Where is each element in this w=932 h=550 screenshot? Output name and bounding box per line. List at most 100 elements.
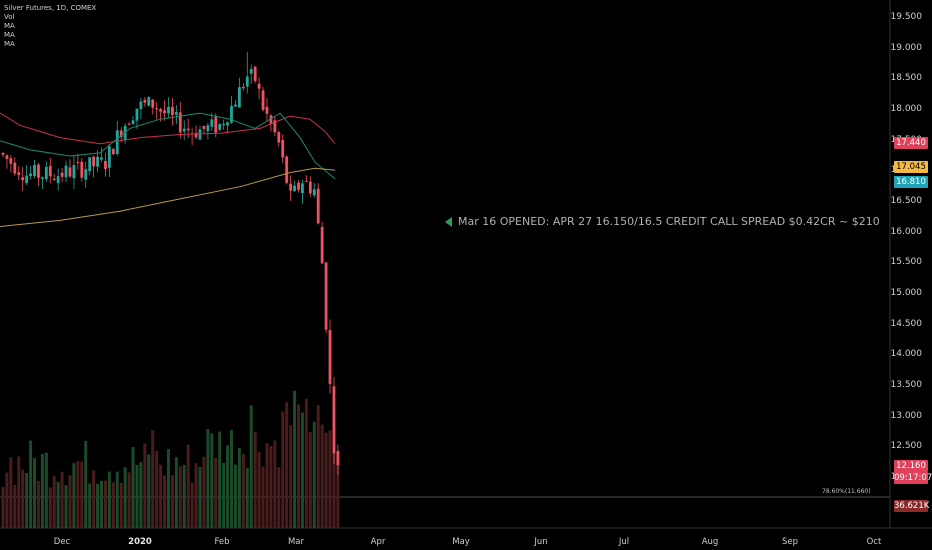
- time-tick-label: Apr: [370, 537, 386, 547]
- candle-body: [76, 161, 80, 163]
- price-tag-ma-teal: 16.810: [894, 176, 928, 188]
- candle-body: [308, 181, 312, 194]
- candle-body: [273, 120, 277, 133]
- candle-body: [5, 155, 9, 159]
- volume-bar: [13, 484, 17, 528]
- volume-bar: [174, 457, 178, 528]
- candle-body: [29, 173, 32, 177]
- price-tag-ma-red: 17.440: [894, 137, 928, 149]
- candle-body: [174, 112, 178, 115]
- volume-bar: [214, 457, 218, 528]
- volume-bar: [328, 430, 332, 528]
- candle-body: [80, 161, 84, 178]
- price-tick-label: 14.000: [890, 349, 923, 360]
- volume-bar: [103, 480, 107, 528]
- candle-body: [281, 140, 285, 158]
- volume-bar: [72, 463, 76, 528]
- legend-ma-1[interactable]: MA: [4, 22, 15, 30]
- price-tick-label: 18.500: [890, 73, 923, 84]
- candle-body: [155, 108, 159, 110]
- volume-bar: [143, 443, 147, 528]
- volume-bar: [332, 402, 336, 528]
- candle-body: [84, 169, 88, 180]
- legend-volume[interactable]: Vol: [4, 13, 15, 21]
- volume-bar: [60, 471, 64, 528]
- candle-body: [115, 130, 119, 155]
- volume-bar: [17, 456, 21, 528]
- candle-body: [119, 130, 123, 138]
- volume-bar: [68, 475, 72, 528]
- candle-body: [131, 120, 135, 124]
- legend-ma-3[interactable]: MA: [4, 40, 15, 48]
- volume-bar: [293, 390, 297, 528]
- candle-body: [301, 183, 304, 194]
- candle-body: [269, 115, 273, 124]
- volume-bar: [131, 447, 135, 528]
- volume-bar: [123, 467, 127, 528]
- time-tick-label: Sep: [781, 537, 799, 547]
- candle-body: [218, 123, 222, 130]
- time-tick-label: Feb: [214, 537, 230, 547]
- volume-bar: [269, 445, 273, 528]
- candle-body: [297, 182, 300, 190]
- candle-body: [316, 188, 320, 224]
- candle-body: [253, 66, 257, 82]
- volume-bar: [222, 462, 226, 528]
- price-tick-label: 15.500: [890, 257, 923, 268]
- volume-bar: [178, 466, 182, 528]
- volume-bar: [170, 475, 174, 528]
- volume-bar: [261, 466, 265, 528]
- volume-bar: [88, 483, 92, 528]
- volume-bar: [253, 431, 257, 528]
- price-tick-label: 16.500: [890, 196, 923, 206]
- time-tick-label: Aug: [701, 537, 719, 547]
- candle-body: [107, 146, 111, 168]
- legend-title[interactable]: Silver Futures, 1D, COMEX: [4, 4, 97, 12]
- fib-level-label: 78.60%(11.660): [822, 488, 871, 495]
- candle-body: [249, 69, 253, 74]
- volume-bar: [206, 428, 210, 528]
- candle-body: [52, 179, 56, 181]
- volume-bar: [21, 469, 25, 528]
- volume-bar: [76, 461, 80, 528]
- legend-ma-2[interactable]: MA: [4, 31, 15, 39]
- volume-bar: [159, 464, 163, 528]
- candle-body: [285, 156, 289, 183]
- volume-bar: [273, 440, 277, 528]
- candle-body: [151, 99, 155, 108]
- volume-bar: [297, 404, 300, 528]
- time-tick-label: Mar: [287, 537, 305, 547]
- candle-body: [178, 112, 182, 133]
- price-tick-label: 19.500: [890, 12, 923, 22]
- volume-bar: [182, 464, 186, 528]
- volume-bar: [33, 458, 37, 528]
- time-tick-label: May: [452, 537, 470, 547]
- volume-bar: [119, 482, 123, 528]
- candle-body: [234, 104, 237, 107]
- volume-bar: [127, 472, 131, 528]
- volume-bar: [151, 430, 155, 528]
- candle-body: [293, 185, 296, 192]
- time-tick-label: Jun: [534, 537, 548, 547]
- candle-body: [25, 175, 29, 183]
- candle-body: [182, 128, 186, 132]
- price-tag-ma-yellow: 17.045: [894, 161, 928, 173]
- volume-bar: [64, 485, 68, 528]
- candle-body: [238, 87, 241, 108]
- candle-body: [48, 166, 52, 177]
- trade-annotation[interactable]: Mar 16 OPENED: APR 27 16.150/16.5 CREDIT…: [445, 215, 880, 228]
- volume-bar: [241, 453, 245, 528]
- candle-body: [88, 157, 92, 172]
- volume-bar: [44, 452, 48, 528]
- candle-body: [17, 172, 21, 175]
- ma-line-yellow: [0, 167, 336, 227]
- volume-bar: [100, 480, 103, 528]
- candle-body: [320, 227, 324, 264]
- candle-body: [123, 125, 127, 141]
- candle-body: [214, 116, 218, 133]
- candle-body: [257, 83, 261, 89]
- chart-legend: Silver Futures, 1D, COMEX Vol MA MA MA: [4, 4, 96, 49]
- candle-body: [163, 110, 166, 114]
